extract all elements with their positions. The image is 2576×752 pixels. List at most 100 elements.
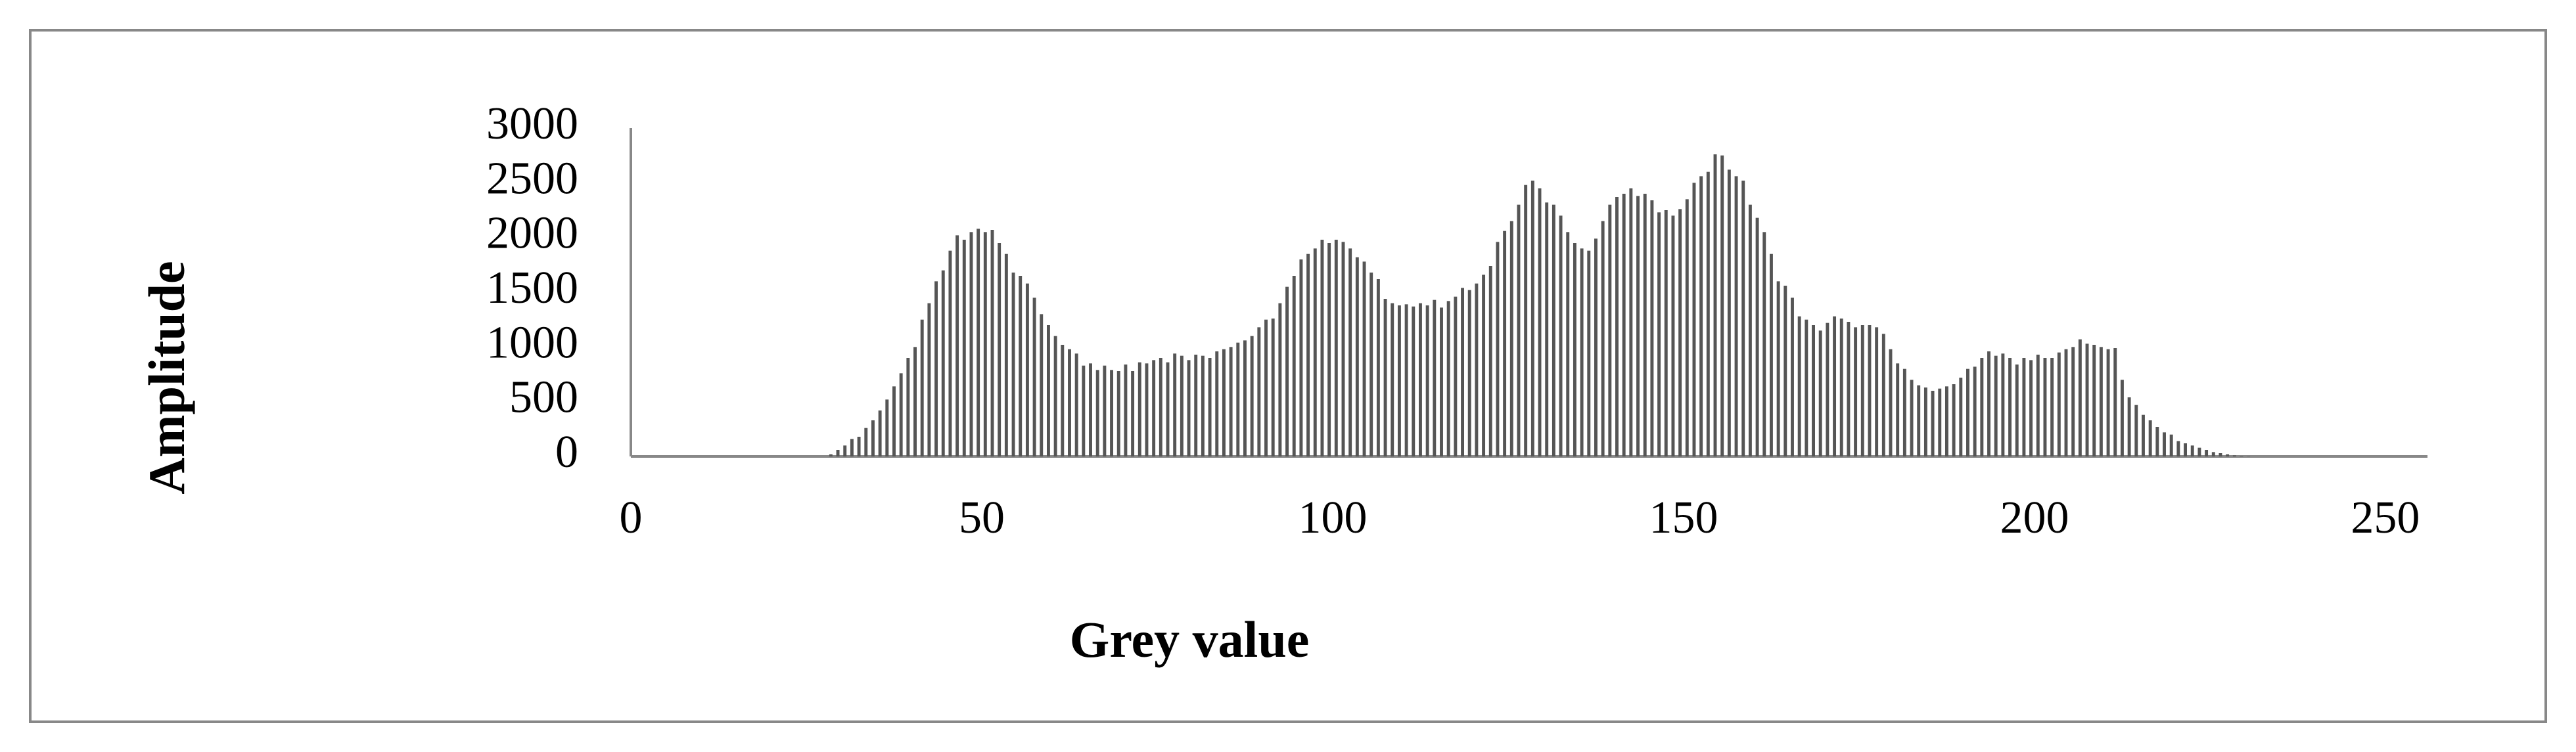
bar xyxy=(1952,384,1956,456)
y-tick-label: 1000 xyxy=(486,317,578,368)
bar xyxy=(1678,209,1682,456)
bar xyxy=(1734,176,1738,456)
bar xyxy=(1650,200,1654,456)
bar xyxy=(1594,238,1598,456)
bar xyxy=(1166,362,1170,456)
bar xyxy=(1369,273,1373,456)
bar xyxy=(1657,212,1661,456)
bar xyxy=(1131,371,1135,456)
y-tick-label: 0 xyxy=(555,427,578,477)
bar xyxy=(2142,414,2145,456)
bar xyxy=(857,437,861,456)
bar xyxy=(934,281,938,456)
bar xyxy=(1503,231,1507,456)
bar xyxy=(1741,181,1745,456)
x-tick-label: 150 xyxy=(1649,493,1718,543)
bar xyxy=(2092,345,2096,456)
bar xyxy=(1797,316,1801,456)
bar xyxy=(864,428,868,456)
x-tick-label: 250 xyxy=(2351,493,2420,543)
bar xyxy=(1264,319,1268,456)
bar xyxy=(1461,288,1464,456)
bar xyxy=(1046,325,1050,456)
bar xyxy=(1187,360,1191,456)
bar xyxy=(843,445,847,456)
bar xyxy=(1994,355,1998,456)
bar xyxy=(990,230,994,456)
bar xyxy=(885,399,889,456)
bar xyxy=(2071,347,2075,456)
bar xyxy=(1559,215,1563,456)
bar xyxy=(2226,454,2230,456)
bar xyxy=(1292,276,1296,456)
bar xyxy=(1019,276,1023,456)
bar xyxy=(871,420,875,456)
bar xyxy=(1482,275,1486,456)
bar xyxy=(1524,185,1528,456)
bar xyxy=(2008,358,2012,456)
bar xyxy=(1306,254,1310,456)
bar xyxy=(1636,196,1640,456)
bar xyxy=(1938,388,1942,456)
bar xyxy=(1285,286,1289,456)
bar xyxy=(1257,327,1261,456)
bar xyxy=(1720,155,1724,456)
bar xyxy=(1229,347,1233,456)
y-tick-label: 2000 xyxy=(486,208,578,259)
bar xyxy=(2219,453,2222,456)
y-tick-label: 1500 xyxy=(486,263,578,313)
bar xyxy=(962,240,966,456)
bar xyxy=(1727,169,1731,456)
bar xyxy=(1875,327,1879,456)
bar xyxy=(941,270,945,456)
x-tick-label: 0 xyxy=(620,493,643,543)
bar xyxy=(1095,370,1099,456)
bar xyxy=(1397,305,1401,456)
bar xyxy=(1068,349,1071,456)
bar xyxy=(1881,334,1885,456)
bar xyxy=(1446,301,1450,456)
bar xyxy=(1074,353,1078,456)
bar xyxy=(1671,215,1675,456)
bar xyxy=(1833,316,1837,456)
bar xyxy=(927,303,931,456)
bar xyxy=(1622,194,1626,456)
bar xyxy=(1201,355,1205,456)
bar xyxy=(1685,199,1689,456)
bar xyxy=(1376,279,1380,456)
bar xyxy=(1194,355,1198,456)
bar xyxy=(1419,303,1422,456)
bar xyxy=(1692,183,1696,456)
bar xyxy=(2015,365,2019,456)
bar xyxy=(1860,325,1864,456)
bar xyxy=(1425,305,1429,456)
bar xyxy=(2106,349,2110,456)
bar xyxy=(1812,325,1815,456)
bar xyxy=(1116,371,1120,456)
bar xyxy=(1250,336,1254,456)
bar xyxy=(1818,330,1822,456)
bar xyxy=(948,250,952,456)
bar xyxy=(1552,204,1555,456)
y-axis-title: Amplitude xyxy=(138,261,195,494)
bar xyxy=(1980,358,1984,456)
bar xyxy=(1573,243,1576,456)
y-tick-label: 500 xyxy=(509,372,578,423)
bar xyxy=(1061,345,1065,456)
bar xyxy=(2232,455,2236,456)
bar xyxy=(2036,355,2040,456)
bar xyxy=(1910,380,1914,456)
bar xyxy=(2022,358,2026,456)
bar xyxy=(1889,349,1893,456)
bar xyxy=(1004,254,1008,456)
bar xyxy=(2029,360,2033,456)
bar xyxy=(1839,319,1843,456)
bar xyxy=(1966,368,1969,456)
bar xyxy=(1917,385,1921,456)
bar xyxy=(1776,281,1780,456)
bar xyxy=(1433,299,1437,456)
bar xyxy=(892,386,896,456)
bar xyxy=(1341,242,1345,456)
bar xyxy=(1053,336,1057,456)
